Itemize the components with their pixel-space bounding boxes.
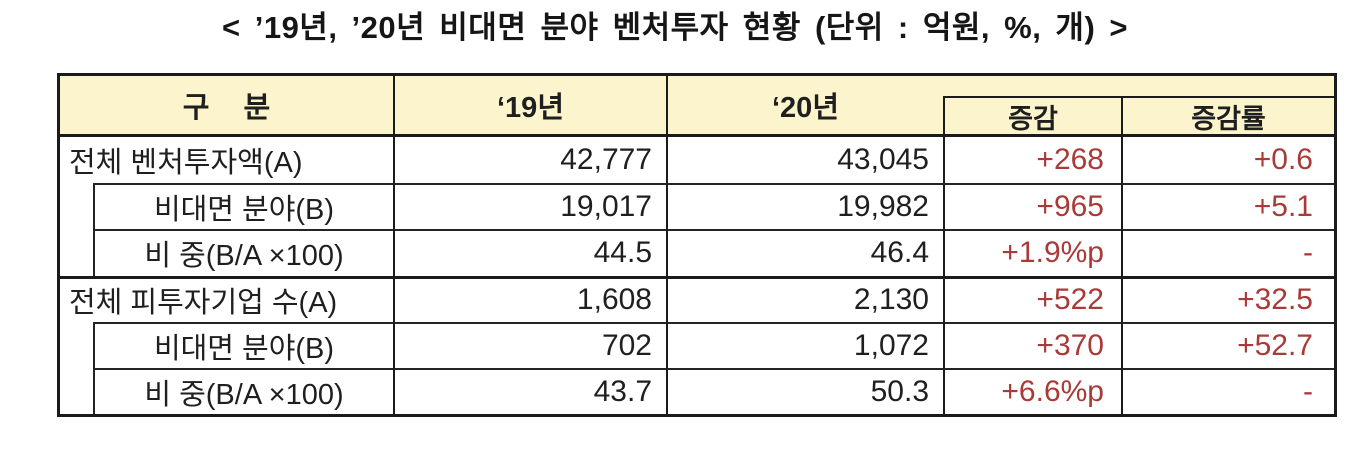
cell-change-value: +6.6%p [943, 367, 1121, 414]
cell-2019-value: 42,777 [393, 137, 666, 184]
cell-2019-value: 702 [393, 321, 666, 368]
cell-2019-value: 19,017 [393, 183, 666, 230]
cell-change-value: +522 [943, 275, 1121, 322]
cell-change-value: +268 [943, 137, 1121, 184]
cell-change-rate-value: +0.6 [1121, 137, 1334, 184]
row-label-share: 비 중(B/A ×100) [93, 367, 393, 414]
cell-change-rate-value: - [1121, 367, 1334, 414]
cell-2020-value: 2,130 [666, 275, 943, 322]
header-change: 증감 [1008, 103, 1058, 134]
cell-change-rate-value: - [1121, 229, 1334, 276]
row-label-contactless-sector: 비대면 분야(B) [93, 321, 393, 368]
cell-2019-value: 1,608 [393, 275, 666, 322]
row-label-group: 비 중(B/A ×100) [60, 229, 393, 276]
header-year-2019: ‘19년 [393, 76, 666, 137]
row-label-total-companies: 전체 피투자기업 수(A) [60, 275, 393, 322]
header-change-group: 증감 증감률 [943, 76, 1334, 137]
header-year-2020: ‘20년 [666, 76, 943, 137]
row-label-group: 비 중(B/A ×100) [60, 367, 393, 414]
cell-2020-value: 46.4 [666, 229, 943, 276]
cell-change-rate-value: +32.5 [1121, 275, 1334, 322]
row-label-share: 비 중(B/A ×100) [93, 229, 393, 276]
cell-2019-value: 43.7 [393, 367, 666, 414]
cell-change-value: +965 [943, 183, 1121, 230]
cell-change-rate-value: +5.1 [1121, 183, 1334, 230]
row-label-contactless-sector: 비대면 분야(B) [93, 183, 393, 230]
table-title: < ’19년, ’20년 비대면 분야 벤처투자 현황 (단위 : 억원, %,… [222, 10, 1128, 45]
cell-2019-value: 44.5 [393, 229, 666, 276]
cell-change-rate-value: +52.7 [1121, 321, 1334, 368]
row-label-group: 비대면 분야(B) [60, 321, 393, 368]
cell-2020-value: 19,982 [666, 183, 943, 230]
venture-investment-table: 구 분 ‘19년 ‘20년 증감 증감률 전체 벤처투자액(A) 42,777 … [57, 73, 1337, 417]
header-category: 구 분 [60, 76, 393, 137]
header-change-subrow: 증감 증감률 [943, 96, 1334, 134]
row-label-group: 비대면 분야(B) [60, 183, 393, 230]
cell-2020-value: 43,045 [666, 137, 943, 184]
cell-change-value: +370 [943, 321, 1121, 368]
row-label-total-investment: 전체 벤처투자액(A) [69, 147, 303, 180]
cell-change-value: +1.9%p [943, 229, 1121, 276]
cell-2020-value: 1,072 [666, 321, 943, 368]
header-change-rate: 증감률 [1121, 98, 1334, 134]
cell-2020-value: 50.3 [666, 367, 943, 414]
